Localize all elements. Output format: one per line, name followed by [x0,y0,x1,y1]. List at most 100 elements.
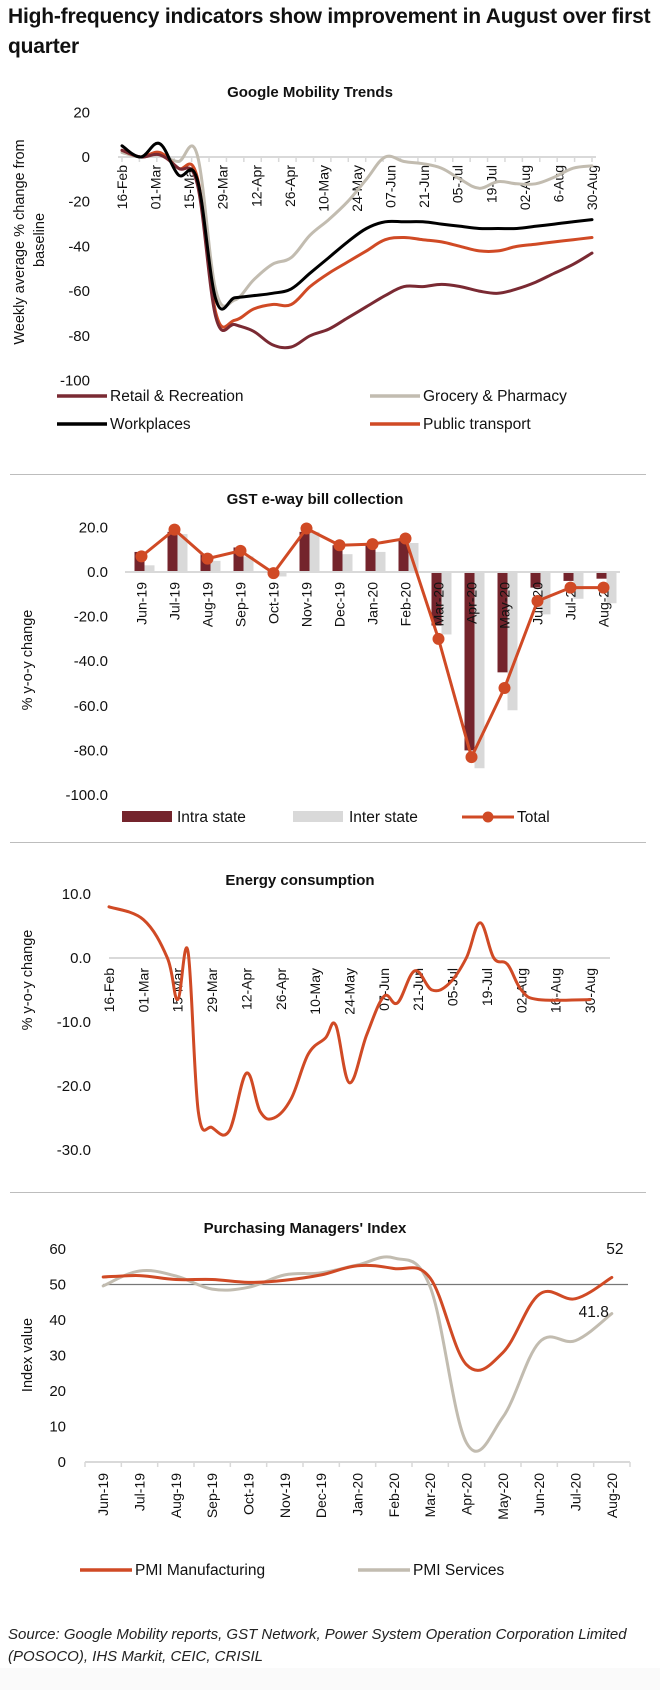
y-axis-ticks: 20 0 -20 -40 -60 -80 -100 [60,104,90,389]
x-axis [118,156,596,162]
x-tick-label: 12-Apr [248,165,264,207]
x-tick-label: 12-Apr [238,968,254,1010]
x-tick-label: Apr-20 [459,1473,475,1515]
chart-title: Purchasing Managers' Index [204,1220,407,1237]
bar-inter-state [144,565,155,572]
x-tick-label: 24-May [349,165,365,212]
bar-inter-state [375,551,386,572]
page-title: High-frequency indicators show improveme… [8,5,651,58]
x-tick-label: 07-Jun [383,165,399,208]
y-tick-label: 40 [49,1312,66,1329]
bar-inter-state [573,572,584,599]
y-tick-label: -20 [68,194,90,211]
y-tick-label: -60 [68,283,90,300]
total-marker [498,681,511,694]
x-tick-label: 16-Feb [101,968,117,1013]
y-axis-label: % y-o-y change [20,610,36,711]
y-tick-label: -40 [68,238,90,255]
x-tick-label: Feb-20 [398,582,414,627]
x-tick-label: Dec-19 [313,1473,329,1518]
y-tick-label: -20.0 [74,609,108,626]
legend-label: PMI Services [413,1562,505,1579]
x-tick-label: Aug-20 [596,582,612,627]
bar-inter-state [408,543,419,572]
total-marker [366,538,379,551]
total-marker [399,532,412,545]
chart-title: Energy consumption [225,872,374,889]
y-tick-label: 0.0 [70,950,91,967]
y-tick-label: 20 [73,104,90,121]
legend-label: Intra state [177,809,246,826]
y-tick-label: -100.0 [65,787,108,804]
bar-intra-state [167,531,178,572]
y-tick-label: 20 [49,1383,66,1400]
y-axis-ticks: 10.0 0.0 -10.0 -20.0 -30.0 [57,886,91,1159]
x-tick-label: 15-Mar [181,165,197,210]
y-tick-label: 50 [49,1277,66,1294]
x-tick-label: May-20 [497,582,513,629]
total-marker [201,552,214,565]
y-axis-label: % y-o-y change [20,930,36,1031]
legend-label: Retail & Recreation [110,388,244,405]
y-tick-label: -30.0 [57,1142,91,1159]
legend-swatch [122,811,172,822]
x-tick-label: 16-Feb [114,165,130,210]
total-marker [300,522,313,535]
legend-label: PMI Manufacturing [135,1562,265,1579]
bar-intra-state [233,547,244,572]
x-tick-label: 05-Jul [450,165,466,203]
x-tick-label: Apr-20 [464,582,480,624]
bar-intra-state [398,538,409,572]
x-tick-label: Aug-19 [168,1473,184,1518]
divider [10,1192,646,1193]
y-axis-label-line2: baseline [32,213,48,267]
total-marker [234,544,247,557]
annotation-pmi-services: 41.8 [579,1304,609,1321]
legend-label: Public transport [423,416,531,433]
x-axis-ticks: Jun-19 Jul-19 Aug-19 Sep-19 Oct-19 Nov-19 Dec-… [95,1473,620,1520]
x-axis [84,1461,631,1467]
series-line-grocery-pharmacy [120,144,594,308]
x-tick-label: Jul-19 [167,582,183,620]
bar-intra-state [497,572,508,673]
series-line-workplaces [120,141,594,311]
y-tick-label: 0 [82,149,90,166]
bar-intra-state [332,545,343,572]
y-tick-label: 60 [49,1241,66,1258]
total-marker [465,751,478,764]
footer-band [0,1668,660,1690]
legend-label: Inter state [349,809,418,826]
x-tick-label: Jul-19 [132,1473,148,1511]
source-note: Source: Google Mobility reports, GST Net… [8,1626,627,1665]
series-lines [107,905,592,1137]
x-tick-label: 16-Aug [548,968,564,1013]
bar-inter-state [243,556,254,572]
bar-inter-state [210,560,221,572]
x-tick-label: Mar-20 [422,1473,438,1518]
bar-inter-state [507,572,518,711]
total-marker [333,539,346,552]
legend-label: Total [517,809,550,826]
bar-intra-state [530,572,541,588]
annotations: 52 41.8 [579,1241,624,1321]
x-axis-ticks: 16-Feb 01-Mar 15-Mar 29-Mar 12-Apr 26-Apr 10-M… [101,968,598,1015]
gst-chart: GST e-way bill collection % y-o-y change… [20,491,620,826]
bar-intra-state [596,572,607,579]
legend-label: Grocery & Pharmacy [423,388,567,405]
x-tick-label: Oct-19 [266,582,282,624]
x-tick-label: Mar-20 [431,582,447,627]
x-tick-label: Feb-20 [386,1473,402,1518]
legend-swatch [293,811,343,822]
y-tick-label: -100 [60,373,90,390]
x-tick-label: Aug-19 [200,582,216,627]
x-tick-label: Jun-20 [531,1473,547,1516]
y-tick-label: 0.0 [87,564,108,581]
pmi-chart: Purchasing Managers' Index Index value 6… [20,1220,631,1579]
total-marker [564,581,577,594]
bar-inter-state [441,572,452,635]
legend-marker [482,811,494,823]
bar-inter-state [177,534,188,572]
y-tick-label: 10 [49,1419,66,1436]
y-tick-label: 10.0 [62,886,91,903]
total-marker [267,567,280,580]
